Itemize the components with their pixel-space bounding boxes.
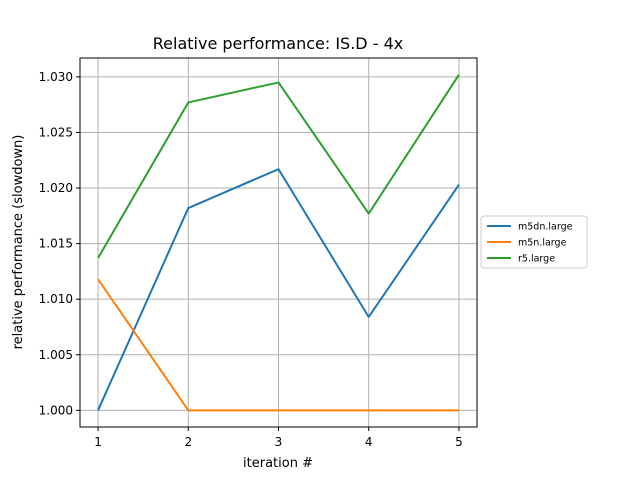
y-tick-label: 1.010 (39, 292, 73, 306)
x-tick-label: 3 (275, 435, 283, 449)
y-axis-ticks: 1.000 1.005 1.010 1.015 1.020 1.025 1.030 (39, 70, 80, 417)
y-tick-label: 1.000 (39, 403, 73, 417)
y-tick-label: 1.015 (39, 237, 73, 251)
series-line-r5-large (97, 74, 460, 259)
chart-title: Relative performance: IS.D - 4x (153, 34, 403, 53)
x-tick-label: 2 (184, 435, 192, 449)
x-tick-label: 5 (455, 435, 463, 449)
legend: m5dn.large m5n.large r5.large (480, 215, 588, 269)
series-line-m5n-large (97, 278, 459, 412)
grid-lines (80, 58, 477, 427)
y-axis-label: relative performance (slowdown) (11, 135, 26, 350)
y-tick-label: 1.025 (39, 125, 73, 139)
legend-label-m5n-large: m5n.large (518, 238, 567, 249)
legend-box (480, 215, 588, 269)
x-axis-label: iteration # (243, 456, 313, 471)
legend-label-r5-large: r5.large (518, 254, 555, 265)
y-tick-label: 1.030 (39, 70, 73, 84)
legend-label-m5dn-large: m5dn.large (518, 222, 573, 233)
series-line-m5dn-large (97, 168, 460, 411)
y-tick-label: 1.005 (39, 348, 73, 362)
x-tick-label: 4 (365, 435, 373, 449)
x-axis-ticks: 1 2 3 4 5 (94, 427, 463, 449)
x-tick-label: 1 (94, 435, 102, 449)
series-lines (97, 74, 460, 412)
y-tick-label: 1.020 (39, 181, 73, 195)
